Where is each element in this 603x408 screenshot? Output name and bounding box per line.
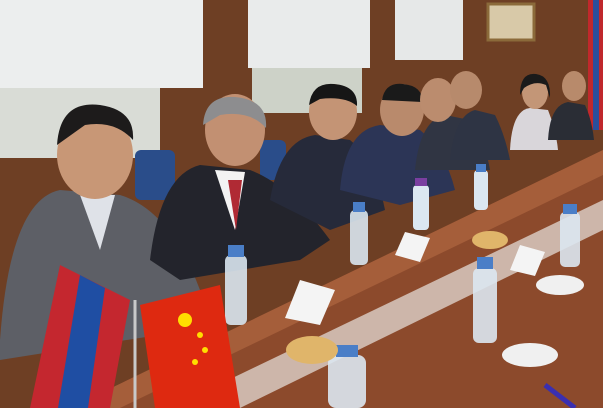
water-bottle	[474, 164, 488, 210]
chair	[135, 150, 175, 200]
cup	[536, 275, 584, 295]
water-bottle	[413, 178, 429, 230]
person	[510, 73, 558, 150]
window-blind	[248, 0, 370, 68]
snack-bowl	[472, 231, 508, 249]
cup	[502, 343, 558, 367]
person	[450, 71, 510, 160]
window-blind	[0, 0, 203, 88]
name-card	[510, 245, 545, 276]
china-flag	[140, 285, 240, 408]
mongolia-flag	[30, 265, 130, 408]
name-card	[395, 232, 430, 262]
person	[548, 71, 594, 140]
pen	[543, 383, 577, 408]
flag-stripe	[593, 0, 599, 130]
water-bottle	[328, 345, 366, 408]
water-bottle	[225, 245, 247, 325]
water-bottle	[473, 257, 497, 343]
name-card	[285, 280, 335, 325]
portrait	[486, 2, 536, 42]
water-bottle	[350, 202, 368, 265]
table-papers	[170, 200, 603, 408]
window-blind	[395, 0, 463, 60]
snack-bowl	[286, 336, 338, 364]
water-bottle	[560, 204, 580, 267]
